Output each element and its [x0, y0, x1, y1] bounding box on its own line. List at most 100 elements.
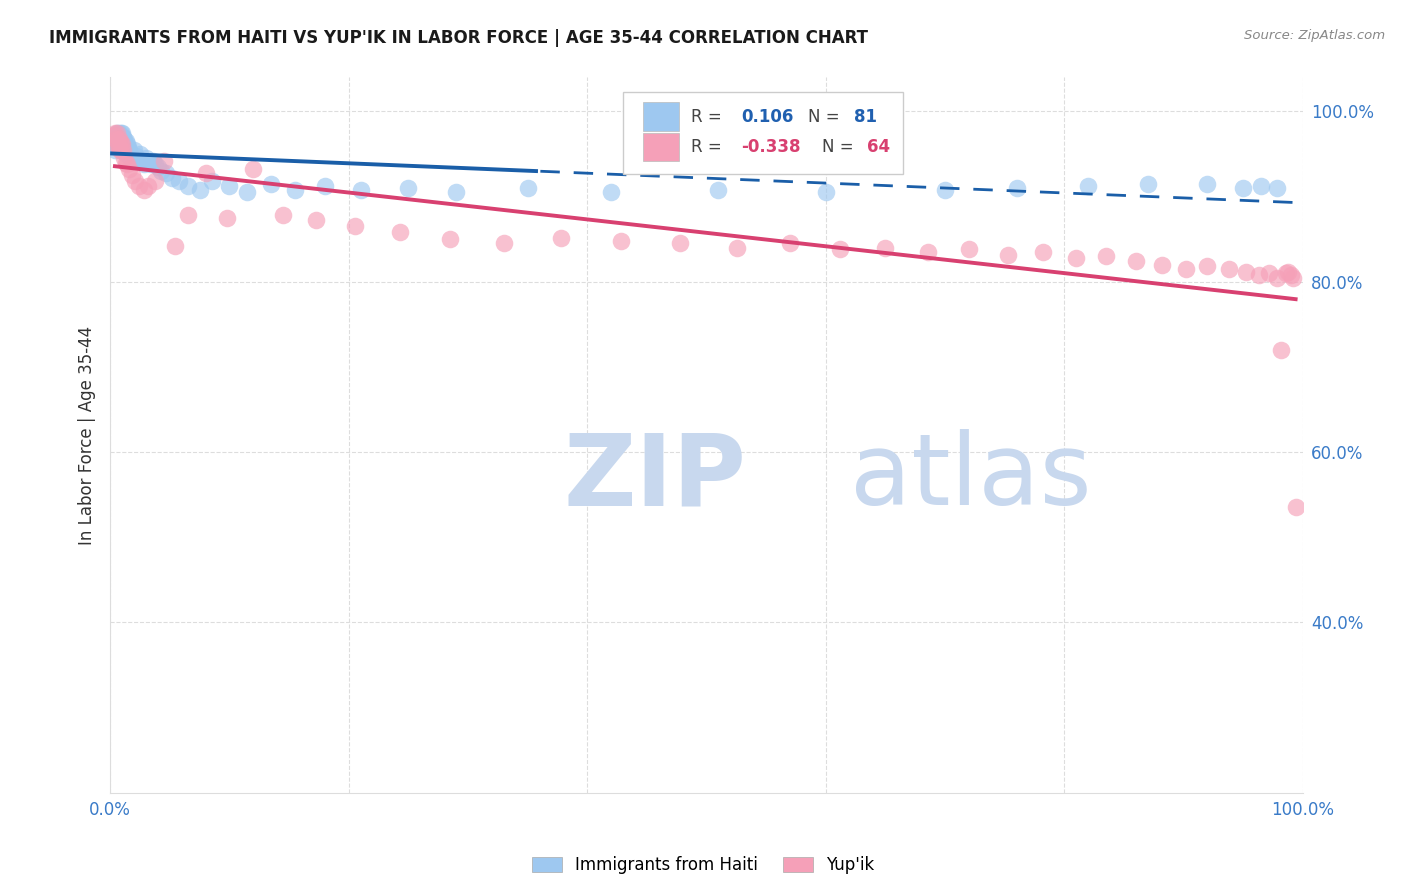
Point [153, 153, 176, 168]
Point [105, 138, 128, 153]
Point [110, 136, 132, 151]
Point [129, 147, 152, 161]
Point [114, 132, 136, 146]
Point [1218, 262, 1240, 277]
Point [1265, 181, 1288, 195]
Point [124, 174, 146, 188]
Point [105, 138, 128, 153]
Point [104, 143, 127, 157]
Point [125, 149, 148, 163]
Point [727, 241, 749, 255]
Point [121, 153, 143, 168]
Point [388, 226, 411, 240]
Point [114, 152, 136, 166]
Point [609, 234, 631, 248]
Point [1077, 179, 1099, 194]
Point [111, 136, 134, 151]
Point [271, 208, 294, 222]
Point [128, 179, 150, 194]
Point [117, 140, 139, 154]
Point [150, 164, 173, 178]
Point [112, 140, 135, 154]
Point [108, 132, 131, 146]
Point [1197, 177, 1219, 191]
Point [1064, 251, 1087, 265]
Point [163, 239, 186, 253]
Point [957, 243, 980, 257]
Point [105, 134, 128, 148]
Point [176, 208, 198, 222]
Point [1174, 262, 1197, 277]
Point [107, 132, 129, 146]
Point [492, 236, 515, 251]
Point [1136, 177, 1159, 191]
Point [103, 128, 125, 143]
Point [110, 130, 132, 145]
Point [1005, 181, 1028, 195]
Text: N =: N = [808, 108, 839, 126]
Text: atlas: atlas [849, 429, 1091, 526]
Point [779, 236, 801, 251]
Point [108, 128, 131, 143]
Point [997, 247, 1019, 261]
Point [132, 157, 155, 171]
Y-axis label: In Labor Force | Age 35-44: In Labor Force | Age 35-44 [79, 326, 96, 545]
Point [107, 134, 129, 148]
Point [115, 143, 138, 157]
Point [828, 243, 851, 257]
Point [118, 143, 141, 157]
Point [343, 219, 366, 234]
Point [114, 143, 136, 157]
Text: 0.106: 0.106 [741, 108, 793, 126]
Point [146, 160, 169, 174]
Point [200, 174, 222, 188]
Point [669, 236, 692, 251]
Point [110, 143, 132, 157]
Point [111, 140, 134, 154]
Point [176, 179, 198, 194]
Point [194, 166, 217, 180]
Point [169, 174, 191, 188]
Point [115, 157, 138, 171]
Point [114, 147, 136, 161]
Point [107, 140, 129, 154]
Point [1197, 260, 1219, 274]
Point [1095, 249, 1118, 263]
Text: IMMIGRANTS FROM HAITI VS YUP'IK IN LABOR FORCE | AGE 35-44 CORRELATION CHART: IMMIGRANTS FROM HAITI VS YUP'IK IN LABOR… [49, 29, 869, 46]
Point [1152, 258, 1174, 272]
Point [111, 134, 134, 148]
Point [218, 179, 240, 194]
Point [114, 155, 136, 169]
Point [121, 152, 143, 166]
Point [136, 179, 159, 194]
Point [105, 134, 128, 148]
Point [108, 143, 131, 157]
Point [105, 130, 128, 145]
Point [114, 134, 136, 148]
FancyBboxPatch shape [644, 133, 679, 161]
Point [120, 147, 142, 161]
Point [112, 130, 135, 145]
Point [814, 186, 837, 200]
Point [131, 153, 153, 168]
Point [142, 153, 165, 168]
Text: R =: R = [690, 108, 721, 126]
Point [105, 134, 128, 148]
FancyBboxPatch shape [644, 103, 679, 131]
Point [1265, 270, 1288, 285]
Point [107, 130, 129, 145]
Text: 81: 81 [855, 108, 877, 126]
Point [110, 140, 132, 154]
Point [103, 138, 125, 153]
Point [118, 149, 141, 163]
Point [242, 162, 264, 177]
Point [188, 183, 211, 197]
Point [111, 130, 134, 145]
Point [1032, 245, 1054, 260]
Point [115, 136, 138, 151]
Point [1258, 266, 1281, 280]
Point [396, 181, 419, 195]
Point [155, 166, 177, 180]
Point [132, 183, 155, 197]
Point [314, 179, 336, 194]
